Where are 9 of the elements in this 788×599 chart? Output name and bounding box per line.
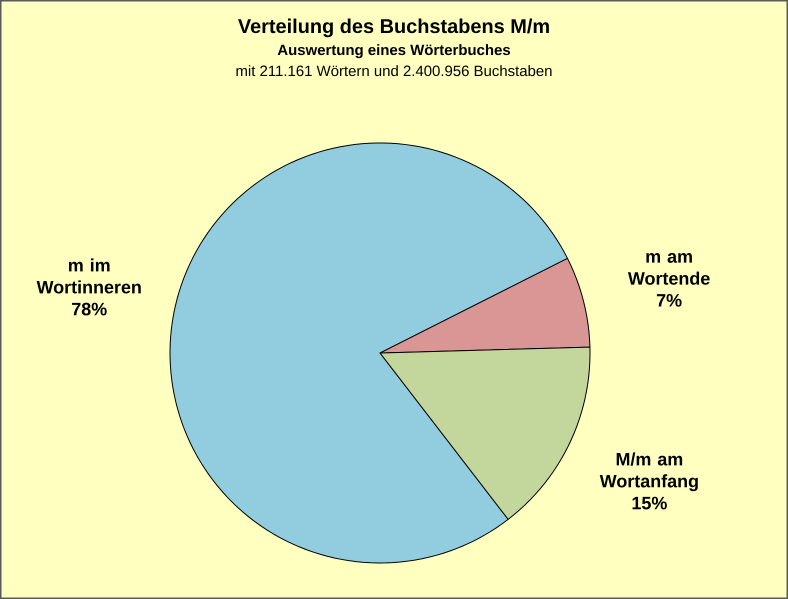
slice-label: M/m am Wortanfang xyxy=(600,452,698,492)
chart-subtitle: Auswertung eines Wörterbuches xyxy=(278,44,510,58)
data-label: 78% xyxy=(72,302,107,316)
slice-label: m am Wortende xyxy=(628,253,710,285)
chart-title: Verteilung des Buchstabens M/m xyxy=(238,18,549,38)
data-label: 7% xyxy=(656,294,682,307)
data-label: 15% xyxy=(632,496,667,510)
text: mit 211.161 Wörtern und 2.400.956 Buchstaben xyxy=(236,65,552,76)
slice-label: m im Wortinneren xyxy=(36,258,141,294)
